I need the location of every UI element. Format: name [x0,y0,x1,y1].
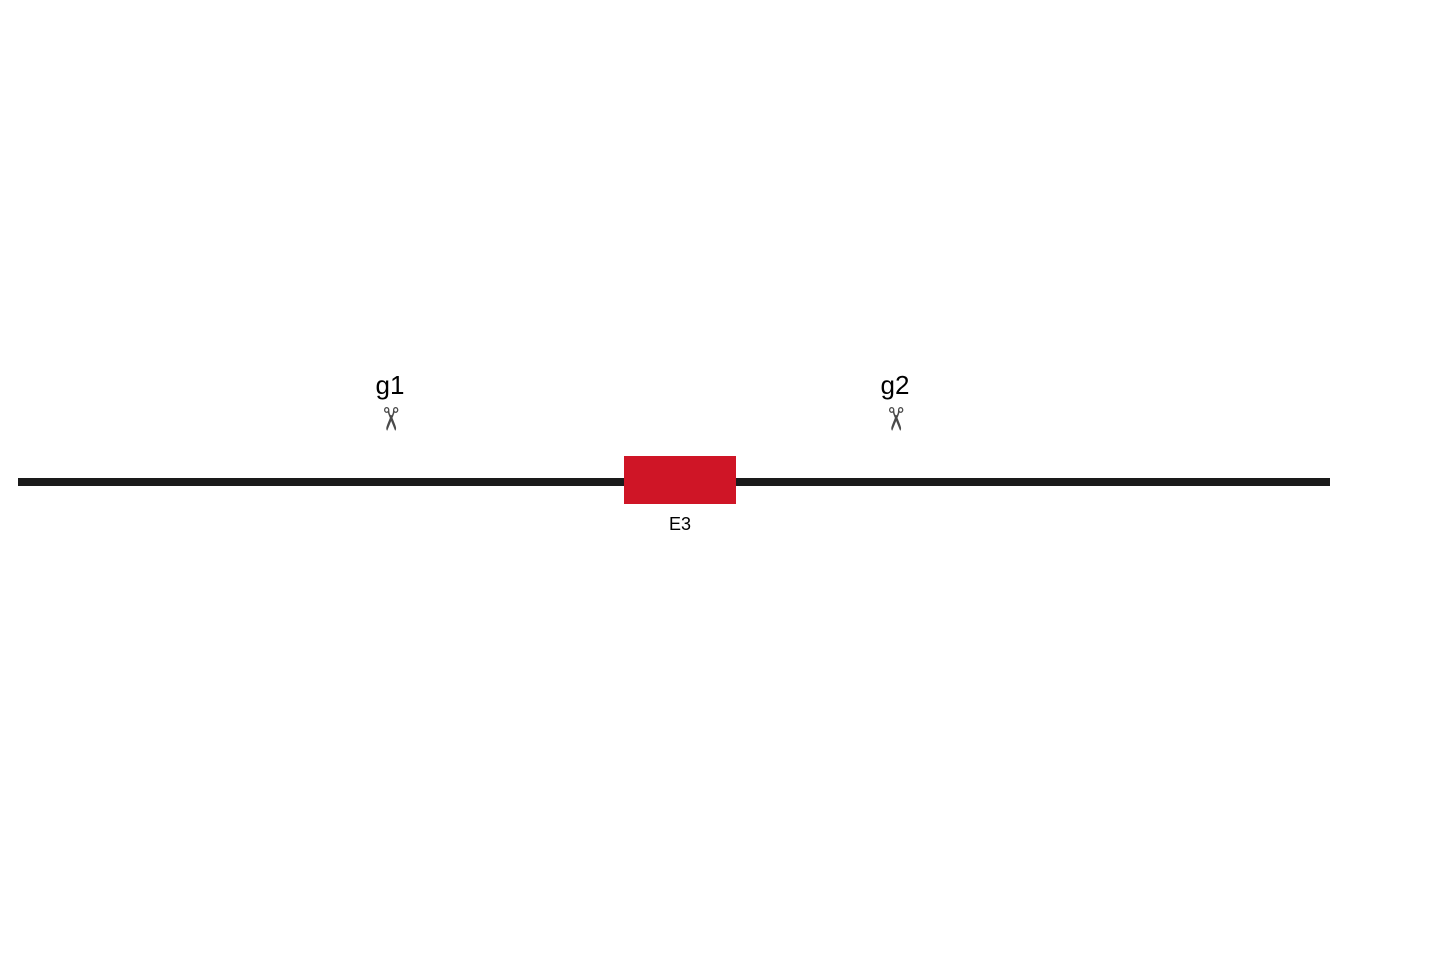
cut-site-g2: g2 ✂ [855,370,935,435]
exon-box-e3 [624,456,736,504]
cut-label-g2: g2 [855,370,935,401]
scissors-icon: ✂ [879,406,911,433]
exon-label-e3: E3 [624,514,736,535]
cut-site-g1: g1 ✂ [350,370,430,435]
gene-diagram: E3 g1 ✂ g2 ✂ [0,0,1440,960]
scissors-icon: ✂ [374,406,406,433]
cut-label-g1: g1 [350,370,430,401]
